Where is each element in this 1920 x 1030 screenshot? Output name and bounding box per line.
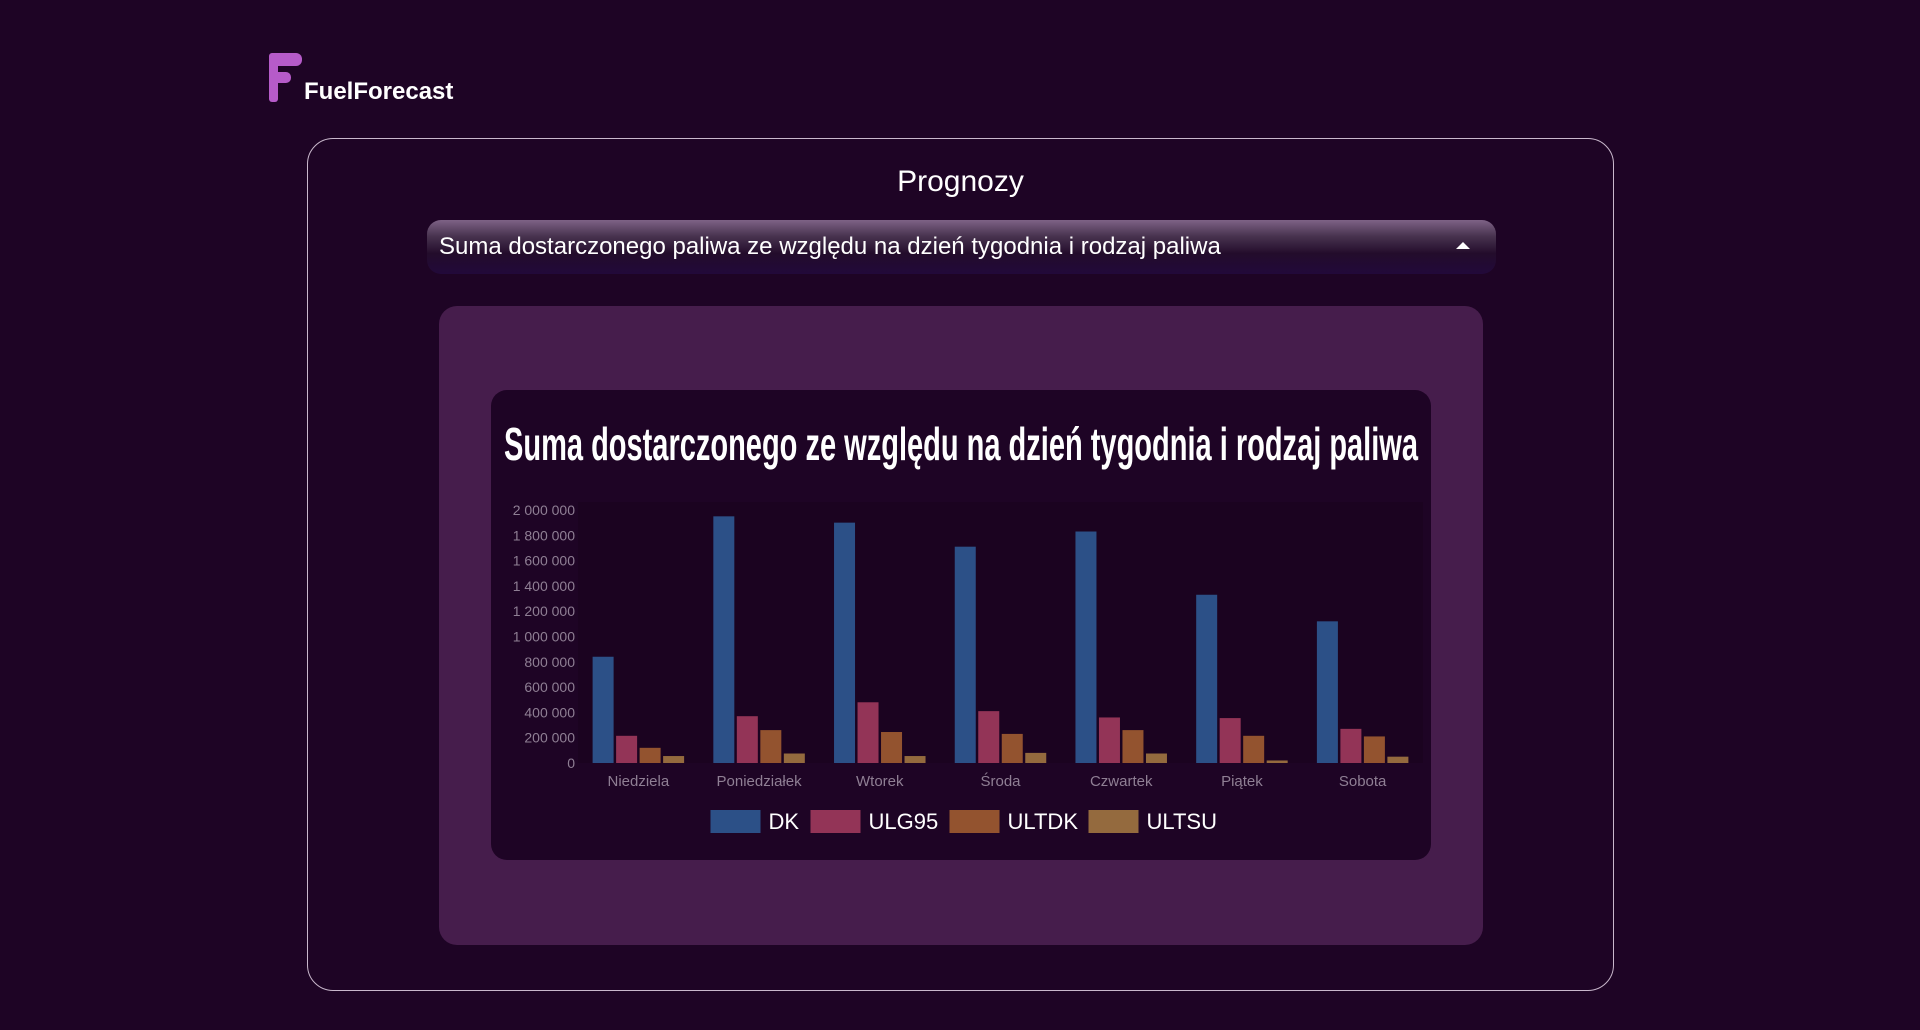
caret-up-icon: [1456, 242, 1470, 249]
bar-ulg95: [978, 711, 1000, 763]
bar-ultsu: [783, 753, 805, 763]
bar-ultdk: [1001, 733, 1023, 763]
bar-ultdk: [881, 732, 903, 763]
x-tick-label: Czwartek: [1090, 773, 1153, 790]
plot-area: [578, 502, 1423, 763]
bar-dk: [1316, 621, 1338, 763]
bar-chart: Suma dostarczonego ze względu na dzień t…: [504, 418, 1423, 834]
brand-name: FuelForecast: [304, 78, 454, 105]
legend-swatch-ulg95: [810, 810, 861, 833]
x-tick-label: Piątek: [1221, 773, 1263, 790]
logo-f-icon: [269, 53, 302, 102]
chart-title: Suma dostarczonego ze względu na dzień t…: [504, 418, 1418, 470]
y-tick-label: 1 000 000: [513, 629, 575, 645]
legend-label: ULTDK: [1008, 809, 1079, 834]
chart-container: Suma dostarczonego ze względu na dzień t…: [439, 306, 1483, 945]
y-tick-label: 1 200 000: [513, 603, 575, 619]
x-tick-label: Niedziela: [608, 773, 670, 790]
x-tick-label: Środa: [980, 772, 1021, 790]
legend-label: ULTSU: [1147, 809, 1218, 834]
bar-ultdk: [1243, 735, 1265, 763]
x-tick-label: Poniedziałek: [717, 773, 803, 790]
bar-ultdk: [1122, 730, 1144, 763]
forecast-panel: Prognozy Suma dostarczonego paliwa ze wz…: [307, 138, 1614, 991]
bar-ultsu: [1025, 752, 1047, 763]
bar-ultdk: [760, 730, 782, 763]
y-tick-label: 200 000: [524, 730, 575, 746]
bar-ultsu: [663, 756, 685, 763]
bar-ultdk: [639, 747, 661, 763]
bar-dk: [592, 656, 614, 763]
bar-dk: [954, 546, 976, 763]
bar-dk: [1196, 594, 1218, 763]
y-tick-label: 600 000: [524, 679, 575, 695]
bar-ulg95: [616, 735, 638, 763]
x-tick-label: Sobota: [1339, 773, 1387, 790]
bar-dk: [1075, 531, 1097, 763]
y-tick-label: 800 000: [524, 654, 575, 670]
bar-ultsu: [1145, 753, 1167, 763]
legend-swatch-ultsu: [1088, 810, 1139, 833]
bar-dk: [713, 516, 735, 763]
y-tick-label: 1 800 000: [513, 527, 575, 543]
y-tick-label: 1 400 000: [513, 578, 575, 594]
bar-ultsu: [904, 756, 926, 763]
bar-ulg95: [1340, 728, 1362, 763]
bar-ulg95: [1219, 718, 1241, 763]
legend-swatch-ultdk: [949, 810, 1000, 833]
report-select[interactable]: Suma dostarczonego paliwa ze względu na …: [427, 220, 1496, 274]
legend-label: ULG95: [869, 809, 939, 834]
y-tick-label: 400 000: [524, 704, 575, 720]
bar-ulg95: [857, 702, 879, 763]
bar-ulg95: [736, 716, 758, 763]
x-tick-label: Wtorek: [856, 773, 904, 790]
bar-ulg95: [1098, 717, 1120, 763]
report-select-value: Suma dostarczonego paliwa ze względu na …: [439, 233, 1221, 260]
brand-logo[interactable]: FuelForecast: [268, 52, 508, 108]
chart-card: Suma dostarczonego ze względu na dzień t…: [491, 390, 1431, 860]
legend-swatch-dk: [710, 810, 761, 833]
y-tick-label: 2 000 000: [513, 502, 575, 518]
y-tick-label: 1 600 000: [513, 553, 575, 569]
y-tick-label: 0: [567, 755, 575, 771]
bar-ultsu: [1266, 760, 1288, 763]
page-title: Prognozy: [897, 165, 1024, 198]
bar-ultdk: [1363, 736, 1385, 763]
bar-dk: [834, 522, 856, 763]
bar-ultsu: [1387, 756, 1409, 763]
legend-label: DK: [769, 809, 800, 834]
